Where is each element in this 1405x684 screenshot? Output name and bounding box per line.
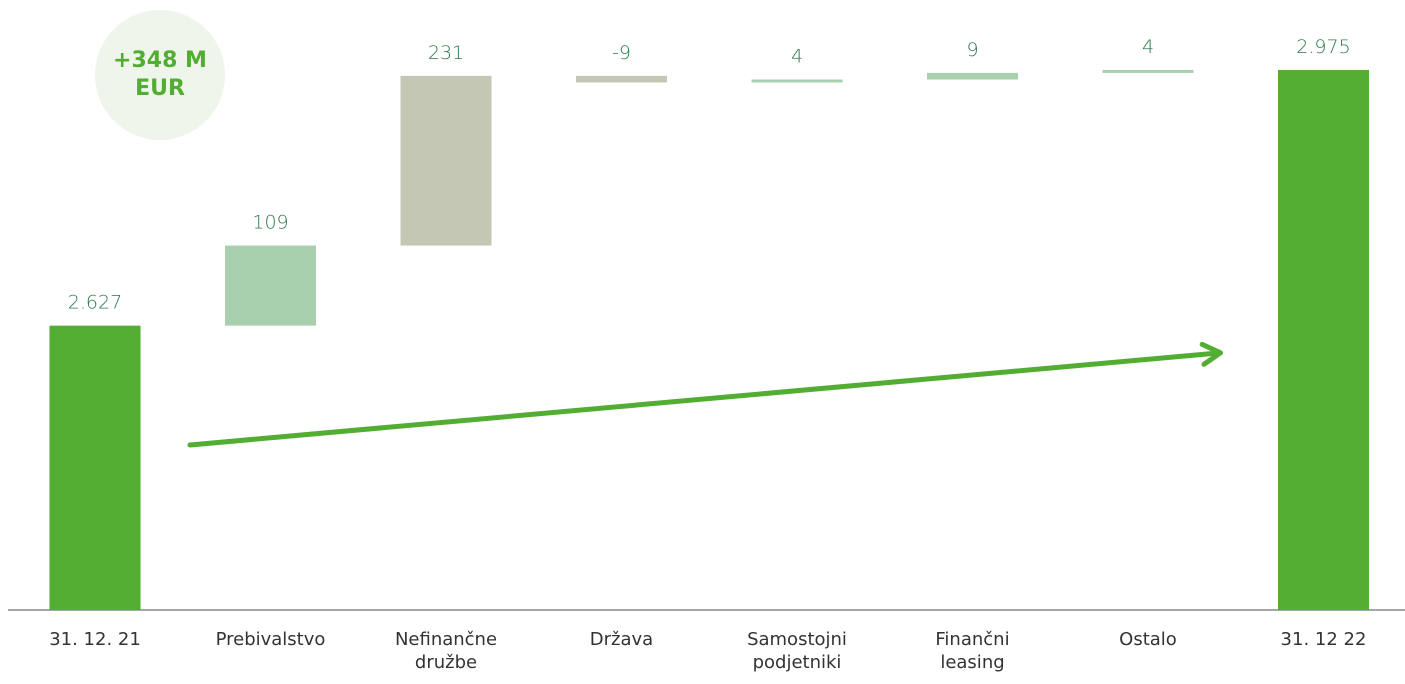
x-tick-label: Finančni leasing — [935, 629, 1010, 673]
value-label: 2.975 — [1296, 36, 1350, 58]
x-tick-label: Država — [589, 629, 654, 650]
bar — [927, 72, 1018, 80]
x-tick-label: 31. 12. 21 — [49, 629, 141, 650]
badge-line: +348 M — [113, 48, 207, 73]
change-badge: +348 M EUR — [95, 10, 225, 140]
x-tick-label: 31. 12 22 — [1280, 629, 1367, 650]
badge-line: EUR — [135, 76, 185, 101]
x-tick-label: Nefinančne družbe — [394, 629, 498, 673]
value-label: 231 — [428, 42, 464, 64]
bar — [1102, 69, 1194, 73]
value-label: 9 — [966, 39, 978, 61]
bar — [1278, 69, 1369, 610]
x-tick-label: Prebivalstvo — [215, 629, 326, 650]
x-tick-label: Samostojni podjetniki — [747, 629, 847, 673]
bar — [49, 325, 141, 610]
value-label: 4 — [1142, 36, 1154, 58]
bar — [400, 75, 492, 246]
bar — [576, 75, 667, 83]
value-label: 109 — [252, 212, 288, 234]
value-label: -9 — [612, 42, 631, 64]
bar — [751, 79, 843, 83]
x-tick-label: Ostalo — [1119, 629, 1177, 650]
value-label: 2.627 — [68, 292, 122, 314]
value-label: 4 — [791, 46, 803, 68]
bar — [225, 245, 316, 326]
trend-arrow — [187, 341, 1223, 448]
